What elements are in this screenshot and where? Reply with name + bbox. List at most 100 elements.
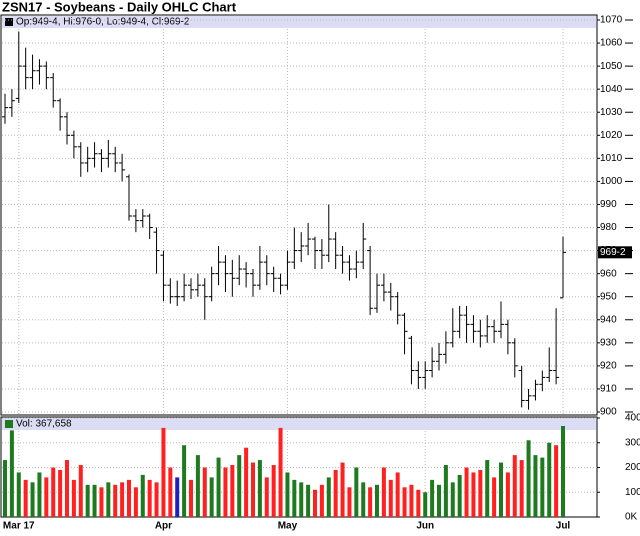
volume-bar (437, 484, 441, 517)
volume-bar (51, 467, 56, 517)
volume-bar (547, 442, 552, 517)
volume-bar (113, 484, 118, 517)
volume-bar (58, 469, 63, 517)
y-tick-label: 1050 (600, 61, 623, 72)
volume-bar (347, 487, 352, 517)
volume-bar (71, 479, 76, 517)
volume-bar (519, 460, 524, 517)
volume-bar (292, 479, 297, 517)
y-tick-label: 900 (600, 407, 617, 418)
volume-bar (478, 469, 483, 517)
y-tick-label: 910 (600, 384, 617, 395)
volume-bar (430, 479, 435, 517)
volume-bar (3, 460, 7, 517)
volume-bar (512, 455, 517, 517)
volume-bar (361, 482, 366, 517)
volume-bar (381, 467, 386, 517)
y-tick-label: 990 (600, 199, 617, 210)
y-tick-label: 1020 (600, 130, 623, 141)
x-tick-label: May (278, 521, 298, 532)
volume-bar (202, 467, 207, 517)
volume-bar (209, 477, 214, 517)
volume-bar (333, 469, 338, 517)
volume-bar (175, 477, 180, 517)
volume-bar (423, 492, 428, 517)
volume-bar (140, 474, 145, 517)
volume-bar (492, 477, 497, 517)
y2-tick-label: 300K (625, 437, 640, 448)
volume-bar (251, 462, 255, 517)
y-tick-label: 980 (600, 222, 617, 233)
volume-bar (106, 482, 111, 517)
volume-icon (5, 420, 13, 428)
volume-bar (65, 460, 69, 517)
last-price-box (598, 246, 632, 259)
y-tick-label: 1010 (600, 153, 623, 164)
volume-bar (388, 479, 393, 517)
volume-bar (216, 457, 221, 517)
y-tick-label: 960 (600, 268, 617, 279)
y-tick-label: 1070 (600, 15, 623, 26)
volume-bar (306, 484, 311, 517)
y2-tick-label: 200K (625, 462, 640, 473)
volume-bar (182, 445, 187, 517)
info-bar (2, 16, 596, 28)
y-tick-label: 930 (600, 337, 617, 348)
volume-bar (354, 467, 359, 517)
volume-bar (271, 465, 276, 517)
volume-bar (244, 447, 249, 517)
volume-bar (237, 455, 242, 517)
volume-bar (285, 472, 290, 517)
volume-bar (402, 487, 407, 517)
volume-bar (161, 427, 166, 517)
x-tick-label: Apr (155, 521, 172, 532)
y-tick-label: 1040 (600, 84, 623, 95)
volume-info-text: Vol: 367,658 (16, 419, 72, 430)
volume-bar (561, 426, 565, 517)
volume-bar (368, 487, 373, 517)
volume-bar (319, 484, 324, 517)
x-tick-label: Jul (556, 521, 571, 532)
volume-bar (257, 460, 262, 517)
y-tick-label: 1030 (600, 107, 623, 118)
volume-bar (533, 455, 538, 517)
y-tick-label: 1000 (600, 176, 623, 187)
volume-bar (133, 487, 138, 517)
volume-bar (127, 479, 131, 517)
volume-bar (223, 467, 228, 517)
volume-bar (85, 484, 90, 517)
y-tick-label: 950 (600, 291, 617, 302)
x-tick-label: Mar 17 (3, 521, 35, 532)
y2-tick-label: 400K (625, 413, 640, 424)
volume-bar (299, 482, 304, 517)
volume-bar (340, 462, 345, 517)
volume-bar (416, 489, 421, 517)
volume-bar (395, 472, 400, 517)
volume-bar (505, 472, 510, 517)
volume-bar (313, 489, 317, 517)
volume-bar (409, 484, 414, 517)
volume-bar (16, 472, 21, 517)
volume-bar (540, 457, 545, 517)
volume-bar (485, 460, 490, 517)
volume-bar (30, 482, 35, 517)
volume-bar (264, 477, 269, 517)
price-panel (0, 14, 598, 416)
volume-bar (457, 474, 462, 517)
volume-bar (195, 455, 200, 517)
x-tick-label: Jun (416, 521, 434, 532)
volume-bar (37, 472, 42, 517)
volume-bar (92, 484, 97, 517)
y-tick-label: 940 (600, 314, 617, 325)
volume-bar (78, 465, 83, 517)
info-icon (5, 18, 13, 26)
volume-bar (554, 445, 559, 517)
y-tick-label: 1060 (600, 38, 623, 49)
volume-bar (147, 479, 152, 517)
volume-bar (99, 487, 104, 517)
volume-bar (326, 477, 331, 517)
volume-bar (189, 479, 193, 517)
volume-info-bar (2, 418, 596, 430)
volume-bar (9, 430, 14, 517)
